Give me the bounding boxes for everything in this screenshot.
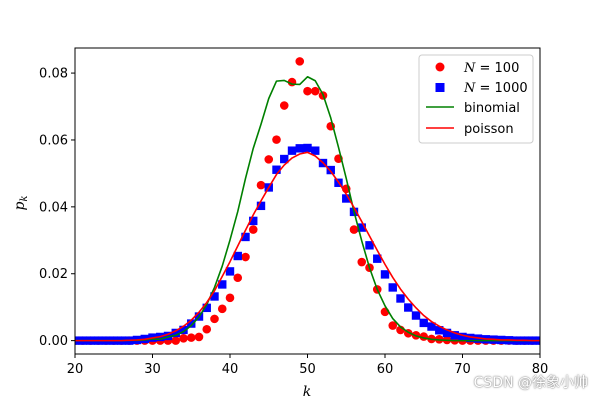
point-n100 xyxy=(210,314,219,324)
point-n1000 xyxy=(287,146,297,155)
point-n1000 xyxy=(210,292,219,301)
y-tick-label: 0.08 xyxy=(39,67,68,82)
point-n1000 xyxy=(256,201,266,211)
legend: N = 100 N = 1000 binomial poisson xyxy=(418,54,534,144)
point-n100 xyxy=(179,333,188,343)
point-n1000 xyxy=(326,165,335,175)
point-n1000 xyxy=(373,254,382,263)
y-axis-label-sub: k xyxy=(19,195,30,201)
point-n100 xyxy=(217,304,227,314)
point-n100 xyxy=(357,257,367,267)
point-n100 xyxy=(303,86,312,96)
point-n1000 xyxy=(342,194,351,203)
legend-marker-n1000 xyxy=(435,83,445,92)
point-n100 xyxy=(248,225,258,234)
point-n1000 xyxy=(249,216,258,226)
point-n1000 xyxy=(171,328,180,338)
line-poisson xyxy=(75,151,540,342)
y-tick-label: 0.02 xyxy=(39,267,68,282)
legend-marker-n100 xyxy=(435,62,445,72)
y-axis: 0.00 0.02 0.04 0.06 0.08 xyxy=(39,67,75,349)
point-n100 xyxy=(295,57,305,66)
point-n100 xyxy=(225,293,235,303)
point-n100 xyxy=(349,225,359,234)
legend-label-binomial: binomial xyxy=(464,101,520,116)
point-n1000 xyxy=(187,319,196,328)
point-n1000 xyxy=(404,303,413,312)
x-tick-label: 20 xyxy=(67,362,84,377)
svg-text:pk: pk xyxy=(12,195,30,210)
x-tick-label: 30 xyxy=(144,362,161,377)
point-n1000 xyxy=(396,294,405,303)
point-n1000 xyxy=(427,322,436,331)
point-n1000 xyxy=(458,332,467,342)
point-n1000 xyxy=(303,143,312,153)
point-n1000 xyxy=(388,283,397,292)
line-binomial xyxy=(75,75,540,342)
point-n1000 xyxy=(380,270,390,279)
point-n1000 xyxy=(202,303,211,313)
point-n100 xyxy=(264,155,274,164)
point-n100 xyxy=(202,324,212,334)
point-n1000 xyxy=(233,251,242,261)
point-n1000 xyxy=(435,326,444,335)
watermark: CSDN @徐象小帅 xyxy=(473,375,588,391)
point-n100 xyxy=(186,333,196,342)
point-n1000 xyxy=(311,146,320,155)
y-tick-label: 0.00 xyxy=(39,334,68,349)
legend-box xyxy=(418,54,534,144)
y-tick-label: 0.04 xyxy=(39,200,68,215)
point-n1000 xyxy=(280,154,289,164)
point-n100 xyxy=(310,86,320,96)
y-axis-label-base: p xyxy=(12,202,28,211)
x-axis: 20 30 40 50 60 70 80 xyxy=(67,354,549,377)
point-n100 xyxy=(171,336,181,345)
point-n100 xyxy=(256,180,266,190)
y-tick-label: 0.06 xyxy=(39,133,68,148)
point-n1000 xyxy=(225,267,235,276)
point-n1000 xyxy=(450,331,459,340)
x-tick-label: 50 xyxy=(299,362,316,377)
point-n100 xyxy=(241,252,250,262)
point-n1000 xyxy=(179,325,188,335)
series-layer xyxy=(75,57,540,345)
point-n1000 xyxy=(295,144,304,153)
point-n1000 xyxy=(411,311,421,320)
point-n100 xyxy=(194,332,204,342)
legend-label-poisson: poisson xyxy=(464,122,514,137)
point-n100 xyxy=(279,101,289,110)
legend-label-n1000: N = 1000 xyxy=(463,81,528,96)
point-n100 xyxy=(388,321,398,330)
point-n100 xyxy=(272,135,281,144)
point-n100 xyxy=(233,273,243,283)
point-n1000 xyxy=(218,280,227,289)
y-axis-label: pk xyxy=(12,195,30,210)
x-tick-label: 60 xyxy=(377,362,394,377)
point-n1000 xyxy=(357,223,366,232)
point-n1000 xyxy=(442,328,452,338)
point-n1000 xyxy=(419,318,428,328)
x-tick-label: 70 xyxy=(454,362,471,377)
x-tick-label: 80 xyxy=(532,362,549,377)
point-n1000 xyxy=(272,165,281,174)
legend-label-n100: N = 100 xyxy=(463,61,519,76)
point-n1000 xyxy=(365,241,374,250)
point-n1000 xyxy=(241,232,250,242)
x-axis-label: k xyxy=(303,384,311,400)
x-tick-label: 40 xyxy=(222,362,239,377)
point-n1000 xyxy=(466,333,475,343)
point-n1000 xyxy=(163,331,173,341)
